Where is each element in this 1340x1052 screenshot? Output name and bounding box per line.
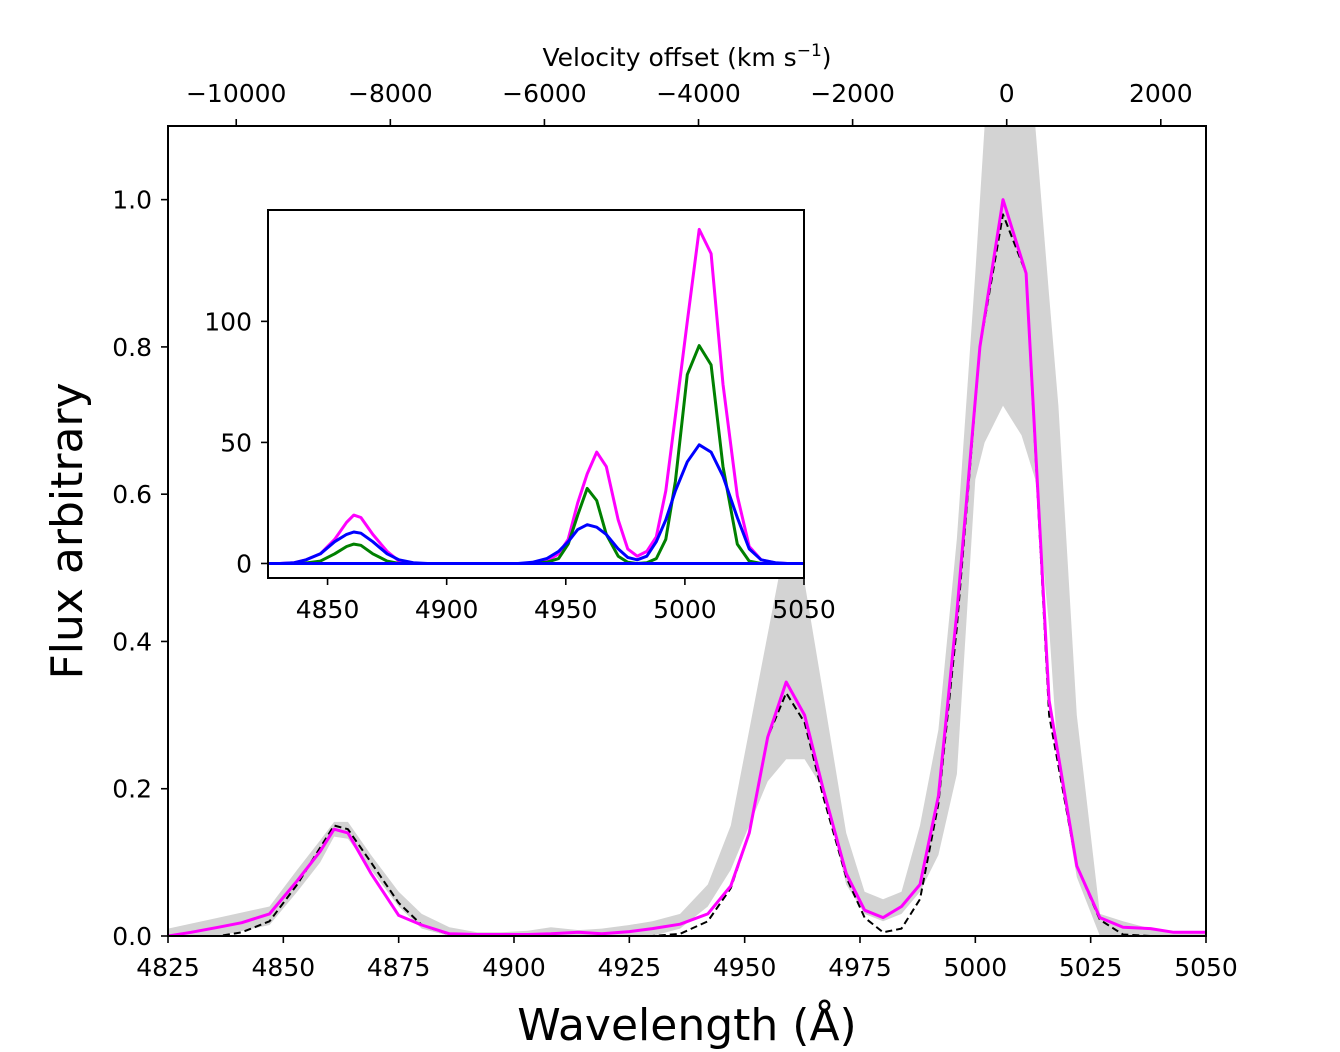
x-tick-label: 5050 — [1174, 953, 1238, 982]
top-axis-label-base: Velocity offset (km s — [542, 43, 796, 72]
x-tick-label: 4900 — [482, 953, 546, 982]
x-tick-label: 5000 — [944, 953, 1008, 982]
inset-x-tick-label: 5000 — [653, 595, 717, 624]
top-tick-label: −6000 — [502, 79, 587, 108]
series-model-line — [168, 198, 1206, 936]
inset-series-narrow-line — [268, 344, 804, 565]
top-axis-label-close: ) — [822, 43, 832, 72]
uncertainty-band — [168, 126, 1206, 936]
x-axis-label: Wavelength (Å) — [517, 998, 856, 1051]
y-axis-label: Flux arbitrary — [42, 382, 93, 679]
main-y-axis: 0.0 0.2 0.4 0.6 0.8 1.0 — [112, 186, 168, 951]
top-tick-label: −4000 — [656, 79, 741, 108]
x-tick-label: 4875 — [367, 953, 431, 982]
main-x-axis: 4825 4850 4875 4900 4925 4950 4975 5000 5025 5050 — [136, 936, 1238, 982]
inset-series-total-line — [268, 227, 804, 565]
main-plot-area — [168, 126, 1206, 936]
inset-axes-frame — [267, 209, 805, 579]
x-tick-label: 4825 — [136, 953, 200, 982]
y-tick-label: 0.0 — [112, 922, 152, 951]
top-axis-label: Velocity offset (km s−1) — [542, 41, 831, 72]
inset-series-broad-line — [268, 443, 804, 565]
inset-plot-area — [268, 227, 804, 565]
y-tick-label: 0.4 — [112, 627, 152, 656]
top-axis-label-exponent: −1 — [797, 41, 822, 61]
inset-y-axis: 0 50 100 — [204, 307, 268, 578]
series-data-line — [168, 213, 1206, 936]
x-tick-label: 4850 — [252, 953, 316, 982]
main-axes-frame — [167, 125, 1207, 937]
top-tick-label: 2000 — [1129, 79, 1193, 108]
x-tick-label: 4950 — [713, 953, 777, 982]
y-tick-label: 0.6 — [112, 480, 152, 509]
x-tick-label: 5025 — [1059, 953, 1123, 982]
top-tick-label: −2000 — [810, 79, 895, 108]
inset-y-tick-label: 50 — [220, 428, 252, 457]
inset-x-axis: 4850 4900 4950 5000 5050 — [296, 578, 836, 624]
top-tick-label: −8000 — [348, 79, 433, 108]
y-tick-label: 0.2 — [112, 775, 152, 804]
inset-x-tick-label: 4950 — [534, 595, 598, 624]
inset-y-tick-label: 100 — [204, 307, 252, 336]
y-tick-label: 0.8 — [112, 333, 152, 362]
inset-x-tick-label: 5050 — [772, 595, 836, 624]
y-tick-label: 1.0 — [112, 186, 152, 215]
top-velocity-axis: −10000 −8000 −6000 −4000 −2000 0 2000 — [186, 79, 1193, 126]
inset-y-tick-label: 0 — [236, 549, 252, 578]
inset-x-tick-label: 4900 — [415, 595, 479, 624]
top-tick-label: 0 — [999, 79, 1015, 108]
inset-x-tick-label: 4850 — [296, 595, 360, 624]
x-tick-label: 4975 — [828, 953, 892, 982]
x-tick-label: 4925 — [598, 953, 662, 982]
top-tick-label: −10000 — [186, 79, 286, 108]
